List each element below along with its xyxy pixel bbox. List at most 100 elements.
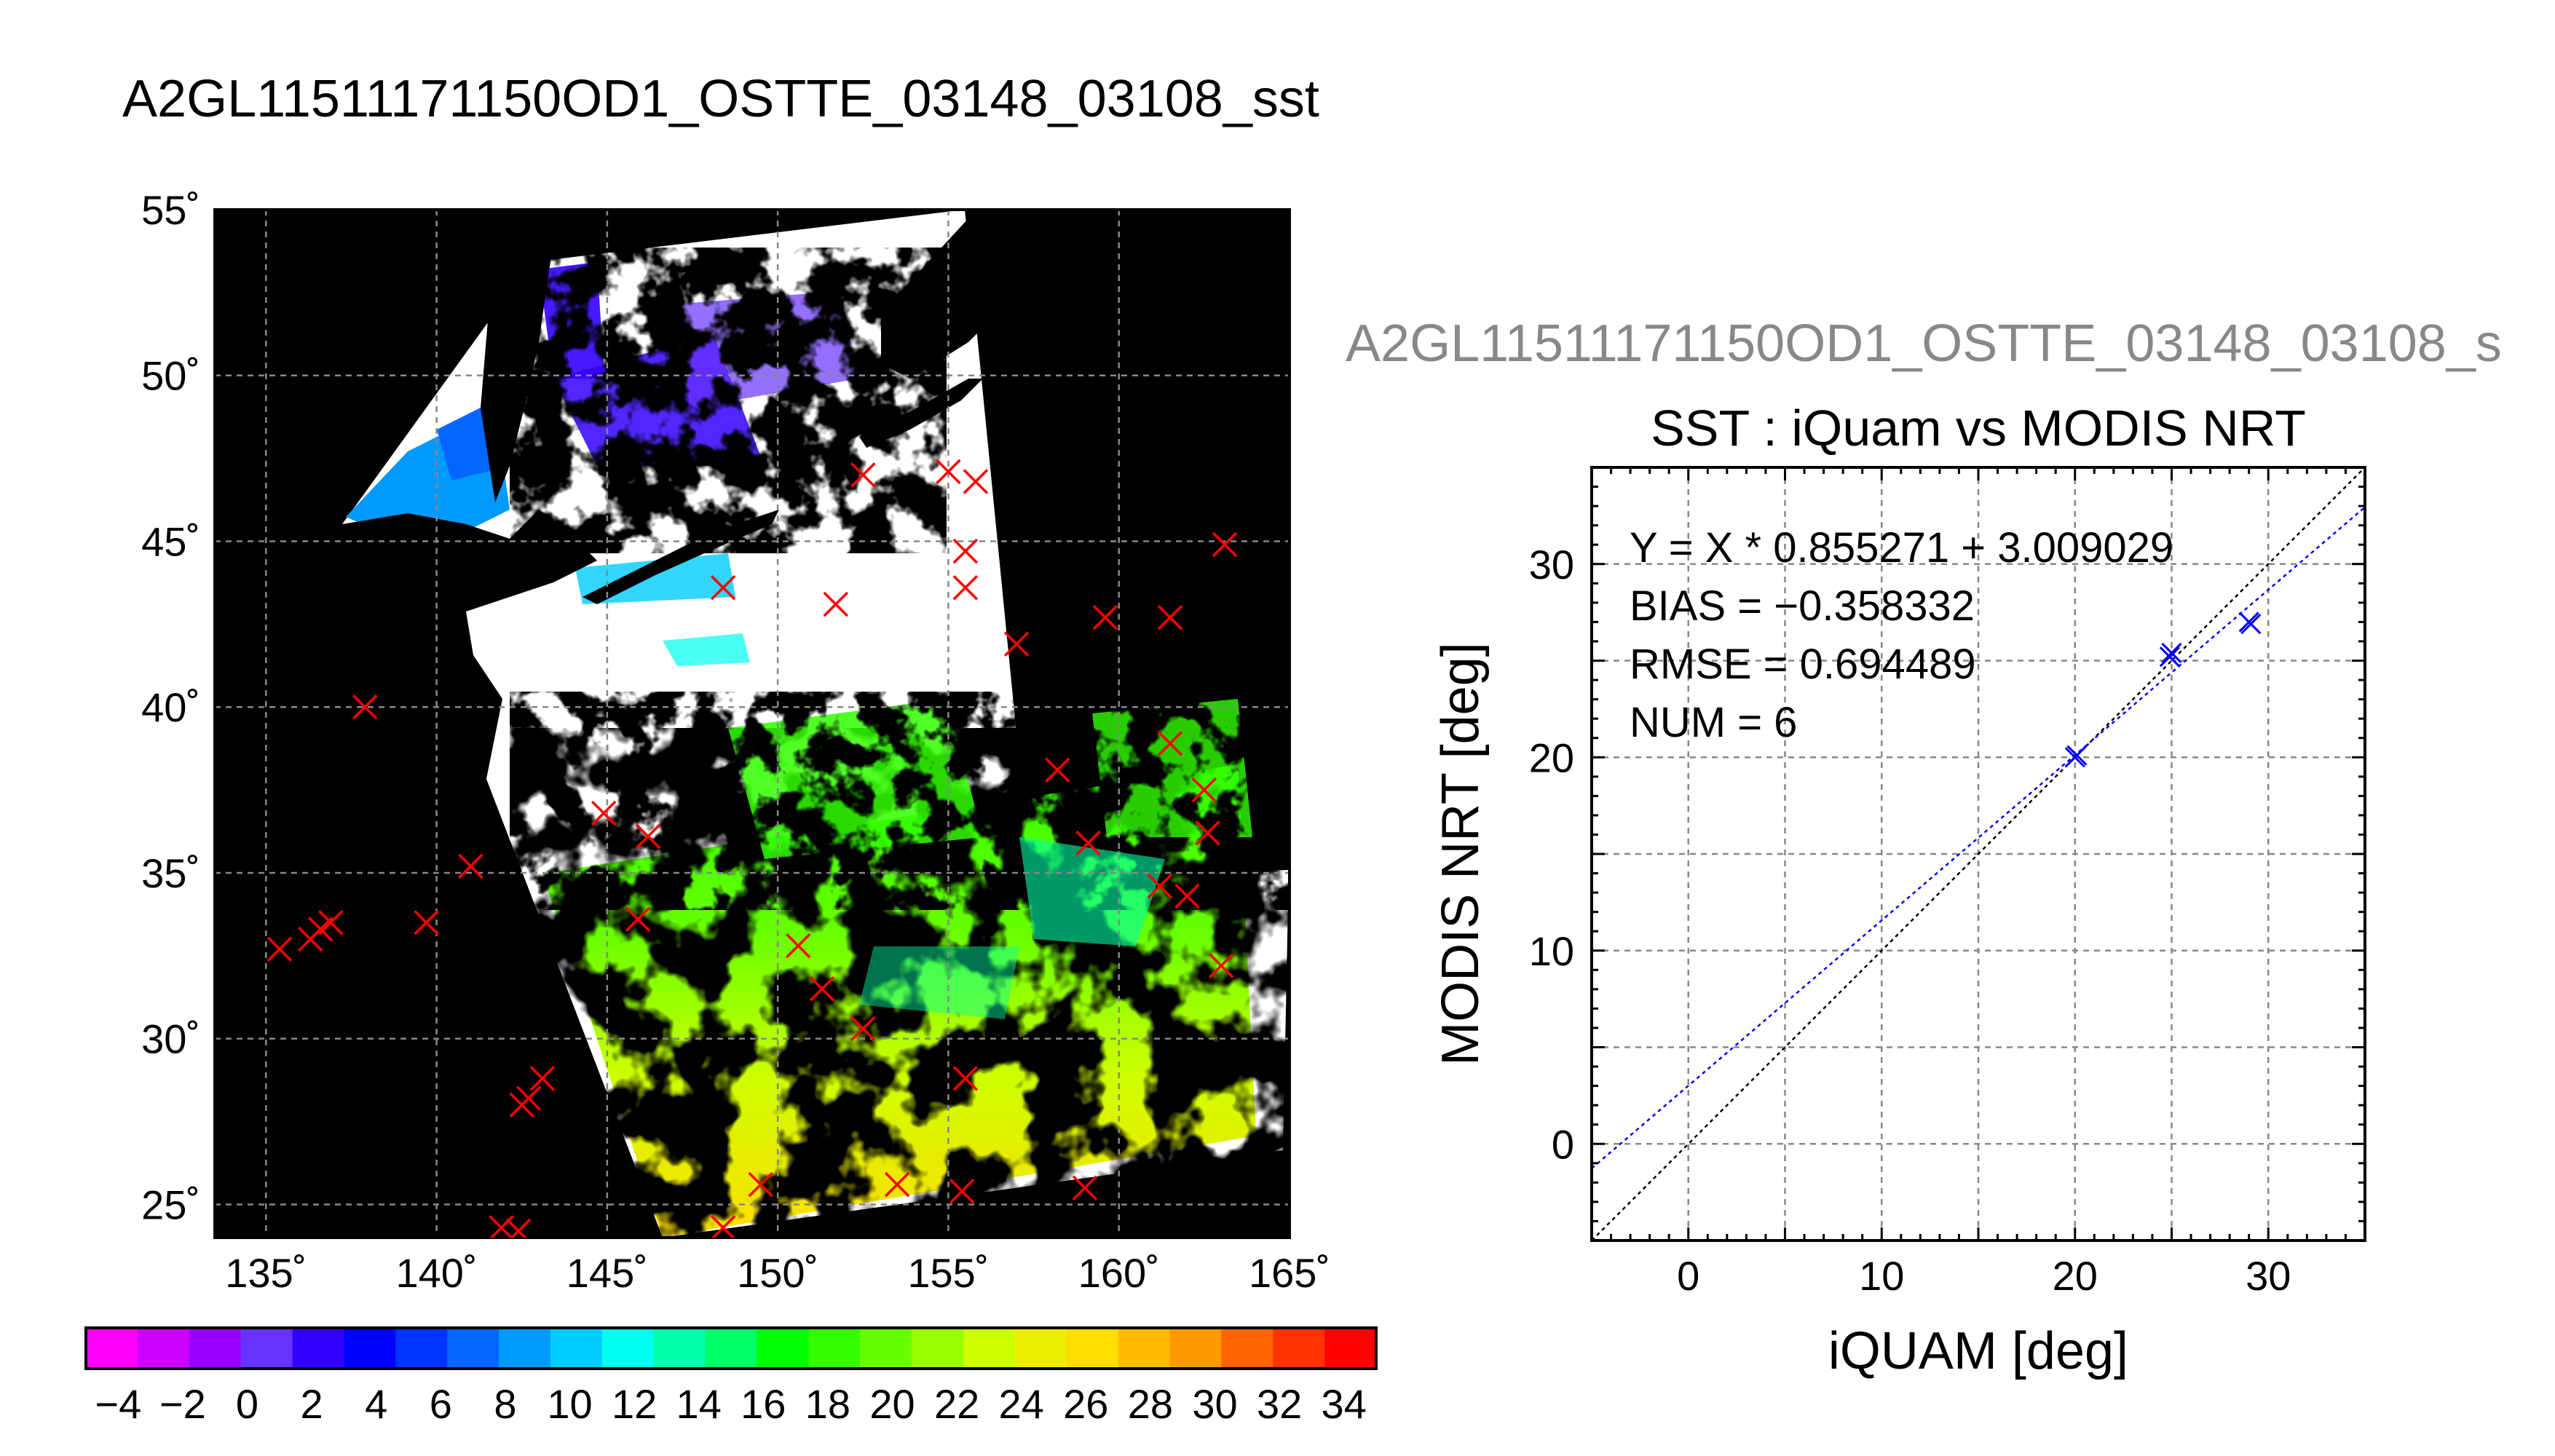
colorbar-tick-label: 28 (1128, 1381, 1173, 1427)
station-marker (352, 694, 378, 720)
stats-annotations: Y = X * 0.855271 + 3.009029 BIAS = −0.35… (1630, 524, 2173, 746)
station-marker (625, 906, 651, 932)
cold-water-regions (346, 248, 947, 666)
scatter-minor-ticks (1590, 466, 2366, 1242)
map-y-tick-label: 40˚ (141, 684, 200, 730)
station-marker (952, 575, 979, 601)
map-y-tick-label: 25˚ (141, 1182, 200, 1227)
fit-equation: Y = X * 0.855271 + 3.009029 (1630, 524, 2173, 571)
colorbar-swatch (189, 1328, 242, 1369)
station-marker (1147, 873, 1173, 899)
station-marker (809, 976, 835, 1002)
scatter-plot: SST : iQuam vs MODIS NRT 0 10 20 30 0 10 20 30… (1431, 400, 2366, 1380)
scatter-point (2066, 745, 2088, 766)
station-marker (1092, 605, 1118, 630)
station-marker (949, 1178, 975, 1204)
main-title: A2GL11511171150OD1_OSTTE_03148_03108_sst (122, 70, 1319, 128)
colorbar-tick-label: 16 (741, 1381, 786, 1427)
station-marker (1157, 731, 1183, 756)
station-marker (850, 1016, 876, 1042)
map-x-tick-label: 160˚ (1078, 1250, 1160, 1296)
scatter-x-tick-label: 30 (2246, 1253, 2291, 1299)
station-marker (458, 853, 483, 879)
colorbar-tick-label: 34 (1322, 1381, 1367, 1427)
scatter-x-axis-label: iQUAM [deg] (1828, 1322, 2128, 1380)
colorbar-swatch (499, 1328, 551, 1369)
colorbar-swatch (550, 1328, 603, 1369)
scatter-y-axis-label: MODIS NRT [deg] (1431, 642, 1490, 1066)
colorbar-swatch (601, 1328, 655, 1369)
station-marker (266, 936, 293, 962)
colorbar-tick-label: 2 (301, 1381, 323, 1427)
station-marker (516, 1085, 542, 1111)
map-x-tick-label: 165˚ (1249, 1250, 1330, 1296)
scatter-x-tick-label: 0 (1677, 1253, 1699, 1299)
colorbar: −4 −2 0 2 4 6 8 10 12 14 16 18 20 22 24 26 28 30 32 34 (84, 1326, 1378, 1427)
station-marker (963, 469, 989, 494)
regression-line (1592, 506, 2365, 1169)
colorbar-swatch (963, 1328, 1016, 1369)
bias-value: BIAS = −0.358332 (1630, 582, 1975, 630)
station-marker (936, 459, 961, 485)
scatter-y-tick-label: 10 (1529, 928, 1574, 974)
station-marker (529, 1066, 556, 1091)
station-marker (505, 1218, 532, 1238)
station-marker (710, 575, 736, 601)
station-marker (591, 800, 617, 826)
station-marker (1003, 631, 1030, 657)
station-marker (823, 591, 849, 617)
colorbar-swatch (1014, 1328, 1067, 1369)
colorbar-swatch (705, 1328, 757, 1369)
scatter-y-tick-label: 30 (1529, 542, 1574, 587)
colorbar-swatch (1169, 1328, 1222, 1369)
scatter-x-tick-labels: 0 10 20 30 (1677, 1253, 2291, 1299)
station-marker (748, 1171, 773, 1198)
scatter-point (2238, 612, 2259, 633)
colorbar-swatch (1118, 1328, 1170, 1369)
station-marker (414, 910, 439, 935)
colorbar-swatch (757, 1328, 809, 1369)
station-marker (1174, 883, 1200, 909)
colorbar-swatch (860, 1328, 912, 1369)
station-marker (1195, 820, 1220, 846)
colorbar-swatch (86, 1328, 138, 1369)
colorbar-swatch (1324, 1328, 1377, 1369)
map-grid (215, 208, 1291, 1238)
colorbar-tick-label: 30 (1192, 1381, 1237, 1427)
scatter-grid (1592, 467, 2365, 1241)
scatter-x-tick-label: 10 (1859, 1253, 1904, 1299)
station-marker (635, 823, 661, 850)
colorbar-tick-label: 24 (999, 1381, 1044, 1427)
map-x-tick-label: 140˚ (396, 1250, 478, 1296)
colorbar-swatch (1066, 1328, 1119, 1369)
colorbar-tick-label: 10 (547, 1381, 592, 1427)
map-y-tick-label: 45˚ (141, 518, 200, 564)
station-marker (1075, 830, 1101, 856)
station-marker (1209, 953, 1234, 978)
scatter-y-tick-label: 20 (1529, 735, 1574, 780)
colorbar-tick-label: 0 (236, 1381, 258, 1427)
map-x-tick-label: 150˚ (737, 1250, 818, 1296)
scatter-title: SST : iQuam vs MODIS NRT (1651, 400, 2306, 456)
scatter-y-tick-label: 0 (1552, 1121, 1574, 1167)
map-x-tick-labels: 135˚ 140˚ 145˚ 150˚ 155˚ 160˚ 165˚ (225, 1250, 1330, 1296)
colorbar-tick-label: 20 (869, 1381, 915, 1427)
colorbar-tick-labels: −4 −2 0 2 4 6 8 10 12 14 16 18 20 22 24 26 28 30 32 34 (95, 1381, 1366, 1427)
colorbar-tick-label: 22 (934, 1381, 979, 1427)
colorbar-swatches (86, 1328, 1377, 1369)
colorbar-tick-label: 18 (805, 1381, 850, 1427)
station-marker (710, 1215, 736, 1238)
colorbar-swatch (808, 1328, 861, 1369)
colorbar-tick-label: 8 (494, 1381, 516, 1427)
scatter-y-tick-labels: 0 10 20 30 (1529, 542, 1574, 1168)
map-x-tick-label: 145˚ (566, 1250, 648, 1296)
colorbar-frame (84, 1326, 1378, 1370)
sst-field (510, 692, 1290, 1238)
map-y-tick-label: 30˚ (141, 1016, 200, 1062)
station-marker (884, 1171, 910, 1198)
station-marker (952, 1066, 979, 1091)
map-y-tick-labels: 25˚ 30˚ 35˚ 40˚ 45˚ 50˚ 55˚ (141, 187, 200, 1227)
map-x-tick-label: 135˚ (225, 1250, 307, 1296)
colorbar-swatch (912, 1328, 964, 1369)
